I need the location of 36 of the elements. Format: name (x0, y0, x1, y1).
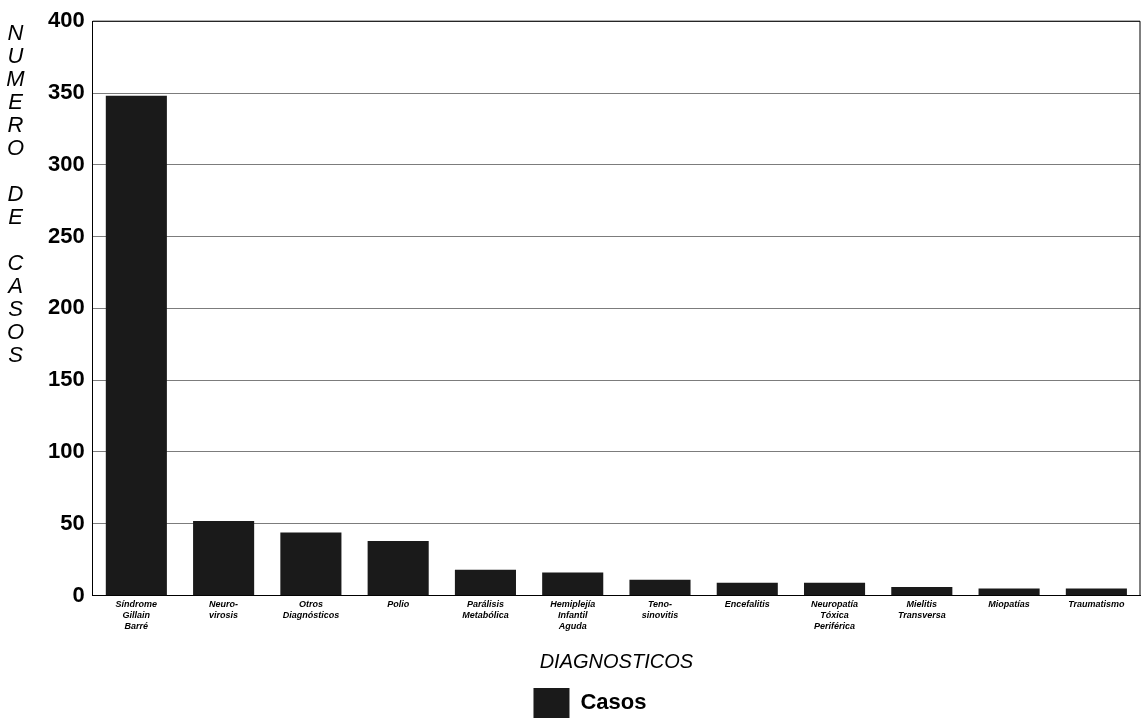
x-tick-label: Miopatías (988, 599, 1030, 610)
bar (803, 582, 866, 596)
bar (629, 579, 691, 596)
bar (367, 541, 429, 596)
x-tick-label: Neuro- virosis (209, 599, 239, 621)
x-tick-label: Neuropatía Tóxica Periférica (811, 599, 859, 632)
x-tick-label: Encefalitis (724, 599, 770, 610)
y-tick-label: 50 (60, 509, 85, 535)
legend-label: Casos (580, 689, 647, 715)
y-tick-label: 200 (47, 294, 85, 320)
y-tick-label: 250 (47, 222, 85, 248)
bar (1065, 588, 1127, 596)
x-tick-label: Síndrome Gillain Barré (115, 599, 158, 632)
bar (891, 586, 953, 596)
y-tick-label: 100 (47, 438, 85, 464)
bar (193, 520, 255, 596)
x-tick-label: Teno- sinovitis (641, 599, 679, 621)
x-tick-label: Mielitis Transversa (897, 599, 946, 621)
bar (978, 588, 1040, 596)
y-tick-label: 400 (47, 7, 85, 33)
y-tick-label: 350 (47, 79, 85, 105)
y-axis-title: NUMERO DE CASOS (3, 20, 28, 365)
bar (105, 95, 167, 596)
x-tick-label: Hemiplejía Infantil Aguda (550, 599, 596, 632)
y-tick-label: 300 (47, 150, 85, 176)
x-axis-title: DIAGNOSTICOS (539, 649, 694, 672)
x-tick-label: Otros Diagnósticos (282, 599, 340, 621)
bar (542, 572, 604, 596)
y-tick-label: 0 (72, 581, 85, 607)
bar (716, 582, 778, 596)
bar (280, 532, 342, 596)
y-tick-label: 150 (47, 366, 85, 392)
x-tick-label: Traumatismo (1068, 599, 1126, 610)
x-tick-label: Polio (387, 599, 410, 610)
x-tick-label: Parálisis Metabólica (462, 599, 509, 621)
bar (454, 569, 516, 596)
